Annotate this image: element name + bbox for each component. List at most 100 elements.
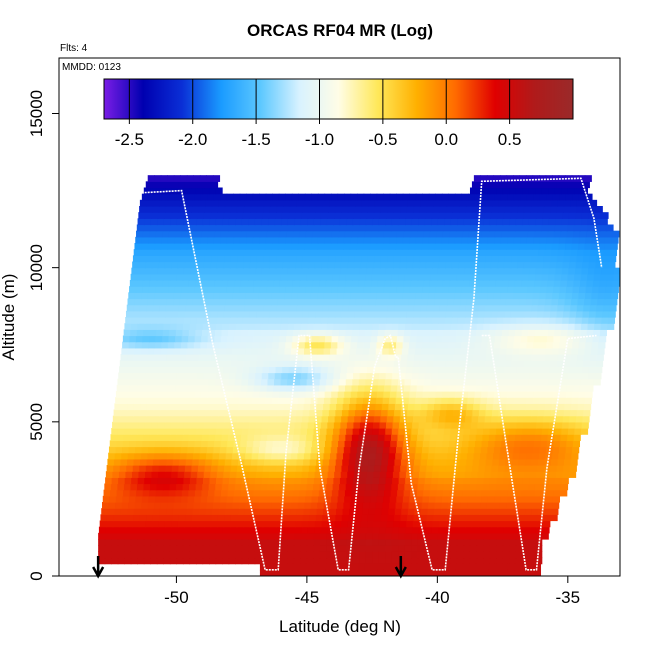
heatmap-cell [463,557,471,565]
heatmap-cell [327,212,335,219]
colorbar-ticks: -2.5 -2.0 -1.5 -1.0 -0.5 0.0 0.5 [115,79,521,149]
heatmap-cell [297,347,305,355]
heatmap-cell [304,341,312,349]
heatmap-cell [135,440,143,448]
heatmap-cell [398,477,406,485]
heatmap-cell [409,446,417,454]
heatmap-cell [363,193,371,201]
heatmap-cell [427,298,435,306]
heatmap-cell [465,465,473,472]
heatmap-cell [108,446,117,454]
heatmap-cell [506,243,514,250]
heatmap-cell [262,310,271,318]
heatmap-cell [260,489,268,497]
chart-title: ORCAS RF04 MR (Log) [247,21,433,40]
heatmap-cell [368,354,376,361]
heatmap-cell [277,354,285,361]
heatmap-cell [325,335,333,343]
heatmap-cell [549,310,558,318]
heatmap-cell [172,249,180,256]
heatmap-cell [527,569,535,576]
heatmap-cell [139,304,147,312]
heatmap-cell [517,261,525,269]
heatmap-cell [501,489,509,497]
heatmap-cell [530,465,538,472]
heatmap-cell [228,218,237,226]
heatmap-cell [212,347,220,355]
heatmap-cell [277,452,285,460]
heatmap-cell [157,477,165,485]
heatmap-cell [289,199,298,207]
heatmap-cell [528,539,536,546]
heatmap-cell [412,471,420,478]
heatmap-cell [559,341,567,349]
heatmap-cell [222,526,230,534]
heatmap-cell [254,551,262,559]
heatmap-cell [209,187,217,195]
heatmap-cell [252,193,260,201]
heatmap-cell [149,483,158,491]
heatmap-cell [395,446,404,454]
heatmap-cell [513,193,521,201]
heatmap-cell [446,199,454,207]
heatmap-cell [323,508,331,515]
heatmap-cell [246,495,254,503]
heatmap-cell [553,440,561,448]
colorbar [103,78,574,120]
heatmap-cell [165,304,173,312]
heatmap-cell [132,255,141,263]
heatmap-cell [566,280,575,287]
heatmap-cell [418,317,426,324]
heatmap-cell [384,378,393,386]
heatmap-cell [123,489,131,497]
heatmap-cell [473,508,481,515]
heatmap-cell [449,384,457,392]
heatmap-cell [227,335,235,343]
heatmap-cell [568,317,576,324]
heatmap-cell [536,471,544,478]
heatmap-cell [372,218,380,226]
heatmap-cell [138,520,146,528]
heatmap-cell [290,403,298,411]
heatmap-cell [448,440,457,448]
heatmap-cell [235,218,243,226]
heatmap-cell [563,360,571,367]
heatmap-cell [506,397,514,404]
heatmap-cell [426,514,434,522]
heatmap-cell [302,255,310,263]
heatmap-cell [358,273,367,281]
heatmap-cell [290,508,298,515]
heatmap-cell [582,360,591,367]
heatmap-cell [589,360,597,367]
heatmap-cell [565,243,573,250]
heatmap-cell [415,397,423,404]
heatmap-cell [235,539,243,546]
heatmap-cell [242,212,250,219]
heatmap-cell [245,347,253,355]
heatmap-cell [242,372,250,380]
heatmap-cell [529,267,537,275]
heatmap-cell [463,483,471,491]
heatmap-cell [391,428,399,435]
heatmap-cell [248,323,256,330]
heatmap-cell [551,298,559,306]
heatmap-cell [468,335,476,343]
heatmap-cell [436,329,444,337]
heatmap-cell [137,428,145,435]
heatmap-cell [564,298,572,306]
heatmap-cell [165,415,173,423]
heatmap-cell [202,532,210,540]
heatmap-cell [230,310,238,318]
heatmap-cell [346,421,355,429]
heatmap-cell [277,458,285,466]
heatmap-cell [329,354,337,361]
heatmap-cell [122,391,130,398]
heatmap-cell [343,341,352,349]
heatmap-cell [544,199,552,207]
heatmap-cell [145,360,153,367]
heatmap-cell [150,218,158,226]
heatmap-cell [502,557,510,565]
heatmap-cell [391,323,399,330]
heatmap-cell [184,206,192,213]
